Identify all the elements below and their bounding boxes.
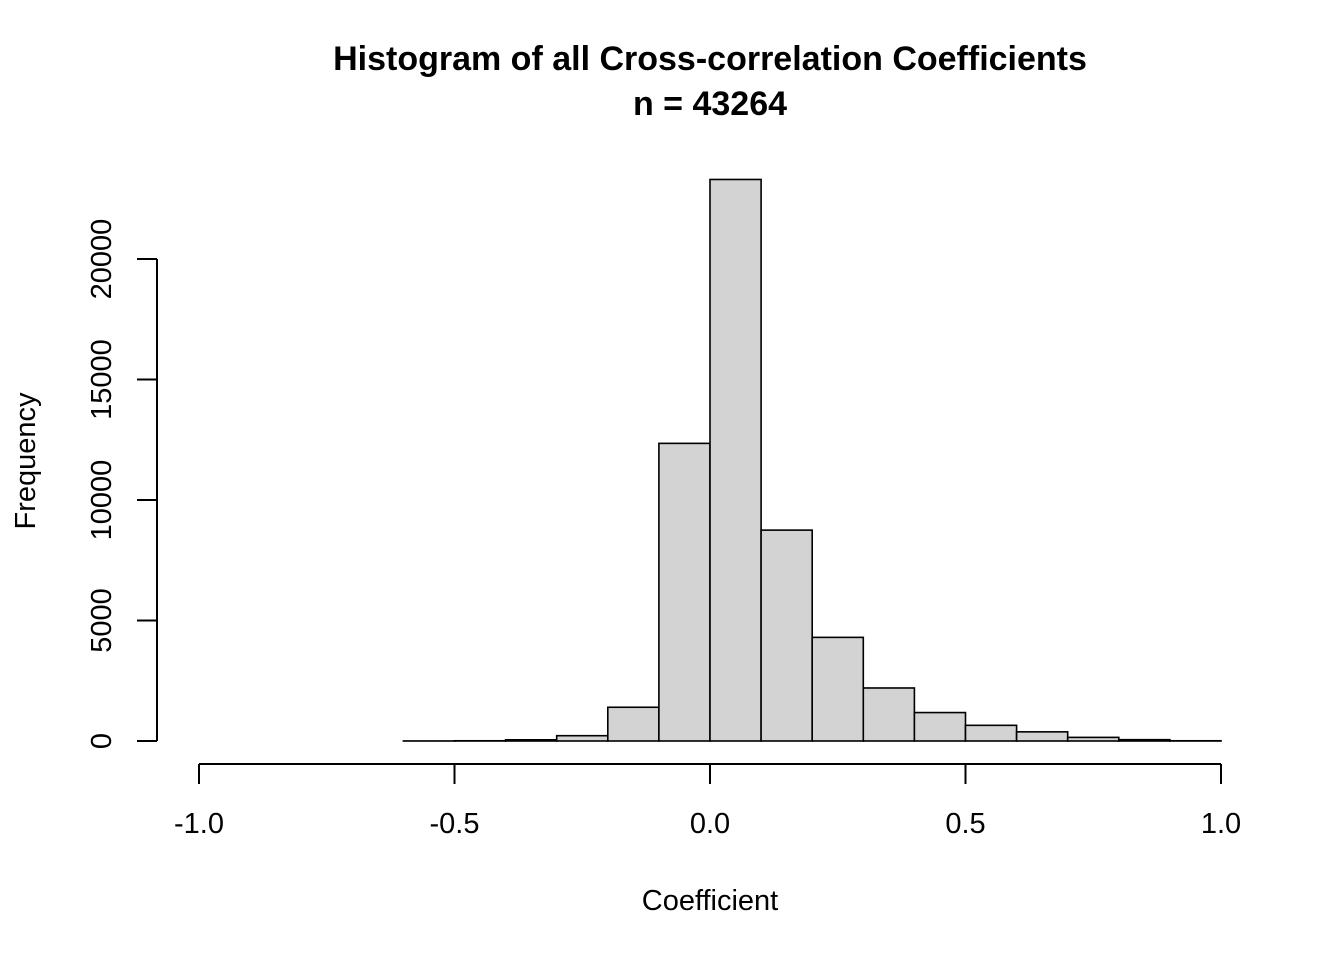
histogram-bar-10 xyxy=(913,711,967,742)
bars-group xyxy=(402,178,1222,742)
y-axis-label: Frequency xyxy=(10,392,42,530)
histogram-bar-11 xyxy=(964,724,1018,742)
y-tick-label: 20000 xyxy=(86,219,118,300)
histogram-bar-8 xyxy=(811,636,865,742)
y-tick-label: 0 xyxy=(86,733,118,749)
x-axis-label: Coefficient xyxy=(642,885,779,917)
histogram-bar-5 xyxy=(658,442,711,742)
histogram-bar-9 xyxy=(862,687,916,742)
x-tick-label: -0.5 xyxy=(430,808,480,840)
y-tick-label: 5000 xyxy=(86,588,118,653)
histogram-bar-3 xyxy=(555,734,609,742)
x-tick-label: -1.0 xyxy=(174,808,224,840)
histogram-bar-13 xyxy=(1066,736,1120,742)
histogram-bar-14 xyxy=(1118,738,1171,742)
x-tick-label: 1.0 xyxy=(1201,808,1241,840)
x-axis-ticks: -1.0 -0.5 0.0 0.5 1.0 xyxy=(174,764,1241,840)
x-tick-label: 0.0 xyxy=(690,808,730,840)
chart-title: Histogram of all Cross-correlation Coeff… xyxy=(333,40,1087,78)
histogram-bar-7 xyxy=(760,529,813,742)
y-axis-ticks: 0 5000 10000 15000 20000 xyxy=(86,219,157,749)
histogram-bar-4 xyxy=(606,706,660,742)
chart-subtitle: n = 43264 xyxy=(633,85,787,123)
x-tick-label: 0.5 xyxy=(945,808,985,840)
y-tick-label: 10000 xyxy=(86,460,118,541)
histogram-bar-2 xyxy=(504,738,558,742)
histogram-bar-12 xyxy=(1015,731,1069,742)
y-tick-label: 15000 xyxy=(86,339,118,420)
histogram-bar-6 xyxy=(709,178,762,742)
